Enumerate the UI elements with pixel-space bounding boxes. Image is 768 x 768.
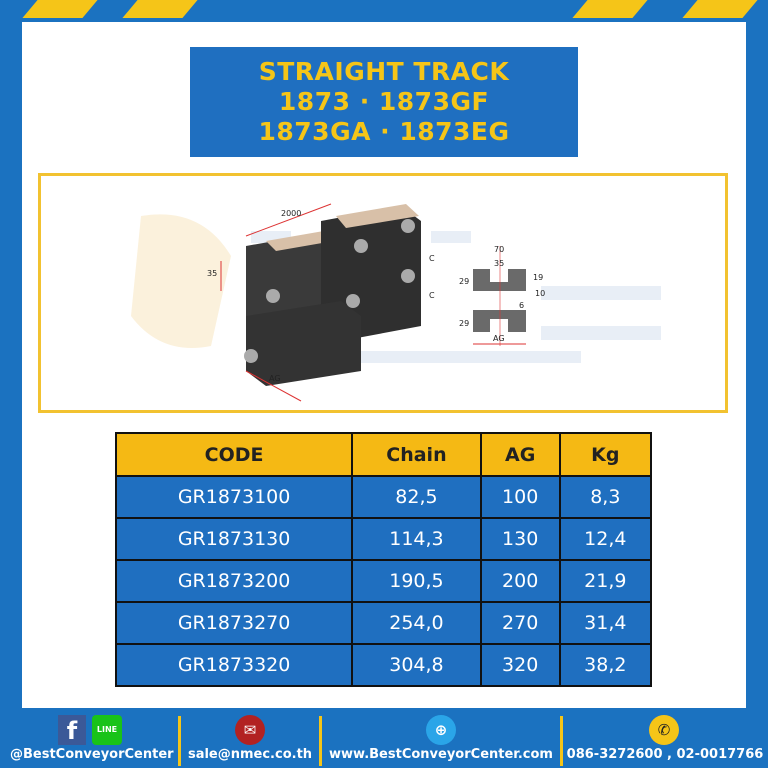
dim-10: 10 [535, 289, 545, 298]
column-header: Chain [351, 432, 482, 477]
table-cell: 254,0 [351, 601, 482, 645]
dim-ag: AG [269, 374, 281, 383]
table-row: GR1873130 114,3 130 12,4 [114, 517, 653, 561]
table-row: GR1873200 190,5 200 21,9 [114, 559, 653, 603]
decor-stripe [572, 0, 648, 18]
dim-6: 6 [519, 301, 524, 310]
table-cell: 82,5 [351, 475, 482, 519]
table-cell: 31,4 [558, 601, 653, 645]
footer-email[interactable]: ✉ sale@nmec.co.th [185, 712, 315, 768]
decor-stripe [22, 0, 98, 18]
track-illustration [244, 204, 421, 386]
dim-19: 19 [533, 273, 543, 282]
title-line-1: STRAIGHT TRACK [258, 57, 510, 86]
column-header: CODE [114, 432, 354, 477]
table-cell: 38,2 [558, 643, 653, 687]
title-line-3: 1873GA · 1873EG [258, 117, 510, 146]
dim-29: 29 [459, 319, 469, 328]
table-cell: 8,3 [558, 475, 653, 519]
table-cell: 320 [479, 643, 561, 687]
dim-height: 35 [207, 269, 217, 278]
decor-stripe [122, 0, 198, 18]
dim-length: 2000 [281, 209, 301, 218]
dim-29: 29 [459, 277, 469, 286]
facebook-icon[interactable]: f [58, 715, 86, 745]
website-link[interactable]: www.BestConveyorCenter.com [329, 747, 553, 762]
footer-website[interactable]: ⊕ www.BestConveyorCenter.com [326, 712, 556, 768]
table-row: GR1873100 82,5 100 8,3 [114, 475, 653, 519]
table-cell: GR1873200 [114, 559, 354, 603]
table-cell: GR1873100 [114, 475, 354, 519]
table-row: GR1873270 254,0 270 31,4 [114, 601, 653, 645]
column-header: Kg [558, 432, 653, 477]
label-c: C [429, 254, 435, 263]
title-box: STRAIGHT TRACK 1873 · 1873GF 1873GA · 18… [190, 47, 578, 157]
phone-numbers: 086-3272600 , 02-0017766 [566, 747, 764, 762]
table-row: GR1873320 304,8 320 38,2 [114, 643, 653, 687]
title-line-2: 1873 · 1873GF [278, 87, 490, 116]
line-icon[interactable]: LINE [92, 715, 122, 745]
watermark-logo [131, 214, 661, 363]
decor-stripe [682, 0, 758, 18]
dim-ag: AG [493, 334, 505, 343]
column-header: AG [479, 432, 561, 477]
table-cell: 200 [479, 559, 561, 603]
globe-icon: ⊕ [426, 715, 456, 745]
divider [319, 716, 322, 766]
table-cell: 190,5 [351, 559, 482, 603]
table-cell: GR1873270 [114, 601, 354, 645]
footer-social[interactable]: f LINE @BestConveyorCenter [10, 712, 174, 768]
divider [560, 716, 563, 766]
table-cell: 130 [479, 517, 561, 561]
table-cell: 270 [479, 601, 561, 645]
table-cell: 114,3 [351, 517, 482, 561]
spec-table: CODE Chain AG Kg GR1873100 82,5 100 8,3 GR18731… [114, 432, 653, 687]
label-c: C [429, 291, 435, 300]
phone-icon: ✆ [649, 715, 679, 745]
technical-drawing: 2000 35 AG C C 70 35 29 19 6 10 29 AG [38, 173, 728, 413]
table-cell: GR1873320 [114, 643, 354, 687]
table-cell: 21,9 [558, 559, 653, 603]
table-cell: 304,8 [351, 643, 482, 687]
mail-icon: ✉ [235, 715, 265, 745]
footer-phone[interactable]: ✆ 086-3272600 , 02-0017766 [565, 712, 765, 768]
table-cell: 12,4 [558, 517, 653, 561]
dim-35: 35 [494, 259, 504, 268]
dim-70: 70 [494, 245, 504, 254]
footer: f LINE @BestConveyorCenter ✉ sale@nmec.c… [0, 712, 768, 768]
profile-section [473, 246, 526, 346]
table-cell: GR1873130 [114, 517, 354, 561]
social-handle: @BestConveyorCenter [10, 747, 174, 762]
table-cell: 100 [479, 475, 561, 519]
email-link[interactable]: sale@nmec.co.th [187, 747, 313, 762]
divider [178, 716, 181, 766]
